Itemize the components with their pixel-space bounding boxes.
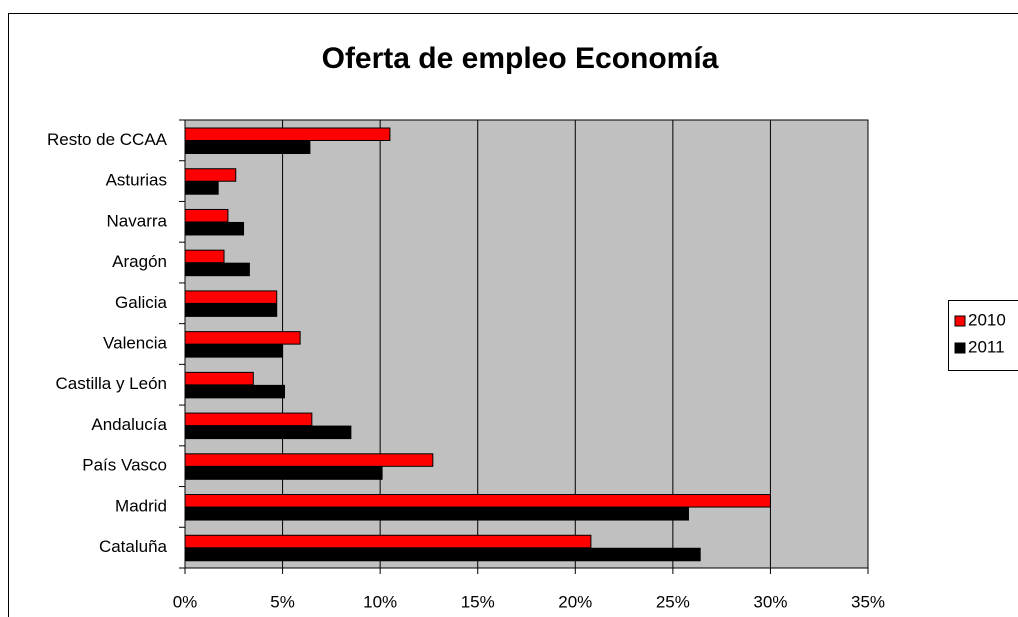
bar <box>184 507 689 521</box>
y-tick-label: Aragón <box>112 252 167 271</box>
y-tick-label: Cataluña <box>99 537 168 556</box>
legend-swatch <box>954 342 966 354</box>
bar <box>184 140 311 154</box>
bar <box>184 412 313 427</box>
bar <box>184 262 250 277</box>
y-tick-label: Castilla y León <box>55 374 167 393</box>
x-tick-label: 15% <box>461 592 495 611</box>
bar <box>184 371 254 386</box>
y-tick-label: Madrid <box>115 496 167 515</box>
bar <box>184 344 284 358</box>
bar <box>184 249 225 264</box>
bar <box>184 303 278 317</box>
y-tick-label: Andalucía <box>91 415 167 434</box>
bar <box>184 547 701 562</box>
x-tick-label: 20% <box>558 592 592 611</box>
legend-box <box>948 300 1018 371</box>
bar <box>184 331 301 345</box>
x-tick-label: 25% <box>656 592 690 611</box>
x-tick-label: 5% <box>270 592 295 611</box>
bar <box>184 534 592 549</box>
bar <box>184 221 245 236</box>
bar <box>184 127 391 141</box>
bar <box>184 181 219 195</box>
bar <box>184 168 237 182</box>
x-tick-label: 10% <box>363 592 397 611</box>
bar <box>184 425 352 440</box>
legend-swatch <box>954 315 966 327</box>
y-tick-label: País Vasco <box>82 456 167 475</box>
chart-title: Oferta de empleo Economía <box>322 42 719 75</box>
bar <box>184 453 434 467</box>
y-tick-label: Resto de CCAA <box>47 130 168 149</box>
y-tick-label: Galicia <box>115 293 168 312</box>
y-tick-label: Asturias <box>106 171 167 190</box>
x-tick-label: 35% <box>851 592 885 611</box>
bar <box>184 290 278 304</box>
y-tick-label: Valencia <box>103 333 167 352</box>
bar <box>184 208 229 223</box>
y-tick-label: Navarra <box>107 211 168 230</box>
x-tick-label: 0% <box>173 592 198 611</box>
bar <box>184 494 771 508</box>
x-tick-label: 30% <box>753 592 787 611</box>
bar <box>184 466 383 480</box>
legend-label: 2011 <box>968 337 1005 356</box>
bar <box>184 384 286 399</box>
legend-label: 2010 <box>968 310 1006 329</box>
